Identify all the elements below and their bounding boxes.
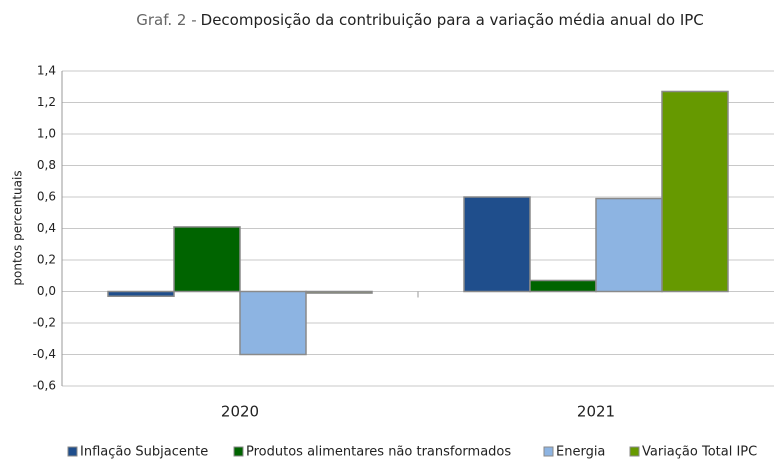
bar: [107, 290, 175, 297]
x-tick-label: 2021: [577, 403, 615, 421]
legend-label: Produtos alimentares não transformados: [246, 445, 511, 459]
bar: [173, 226, 241, 293]
y-tick-label: 0,2: [37, 253, 56, 267]
legend-swatch: [543, 446, 554, 457]
y-tick-label: -0,2: [33, 316, 56, 330]
bar: [239, 290, 307, 356]
title-prefix: Graf. 2 -: [136, 11, 196, 29]
y-tick-label: -0,4: [33, 347, 56, 361]
bar: [595, 197, 663, 293]
title-text: Decomposição da contribuição para a vari…: [201, 11, 704, 29]
y-tick-label: 1,4: [37, 64, 56, 78]
bar: [529, 279, 597, 293]
bar: [463, 196, 531, 293]
chart-title: Graf. 2 - Decomposição da contribuição pa…: [136, 11, 704, 29]
y-tick-label: 1,0: [37, 127, 56, 141]
legend-swatch: [233, 446, 244, 457]
y-tick-label: 0,6: [37, 190, 56, 204]
legend-label: Variação Total IPC: [642, 445, 757, 459]
y-tick-label: 1,2: [37, 95, 56, 109]
bar: [305, 290, 373, 294]
legend-swatch: [67, 446, 78, 457]
legend-swatch: [629, 446, 640, 457]
y-axis-label: pontos percentuais: [11, 170, 25, 285]
y-tick-label: -0,6: [33, 379, 56, 393]
x-tick-label: 2020: [221, 403, 259, 421]
y-tick-label: 0,4: [37, 221, 56, 235]
legend-label: Inflação Subjacente: [80, 445, 208, 459]
legend-label: Energia: [556, 445, 605, 459]
bar: [661, 90, 729, 293]
y-tick-label: 0,0: [37, 284, 56, 298]
y-tick-label: 0,8: [37, 158, 56, 172]
